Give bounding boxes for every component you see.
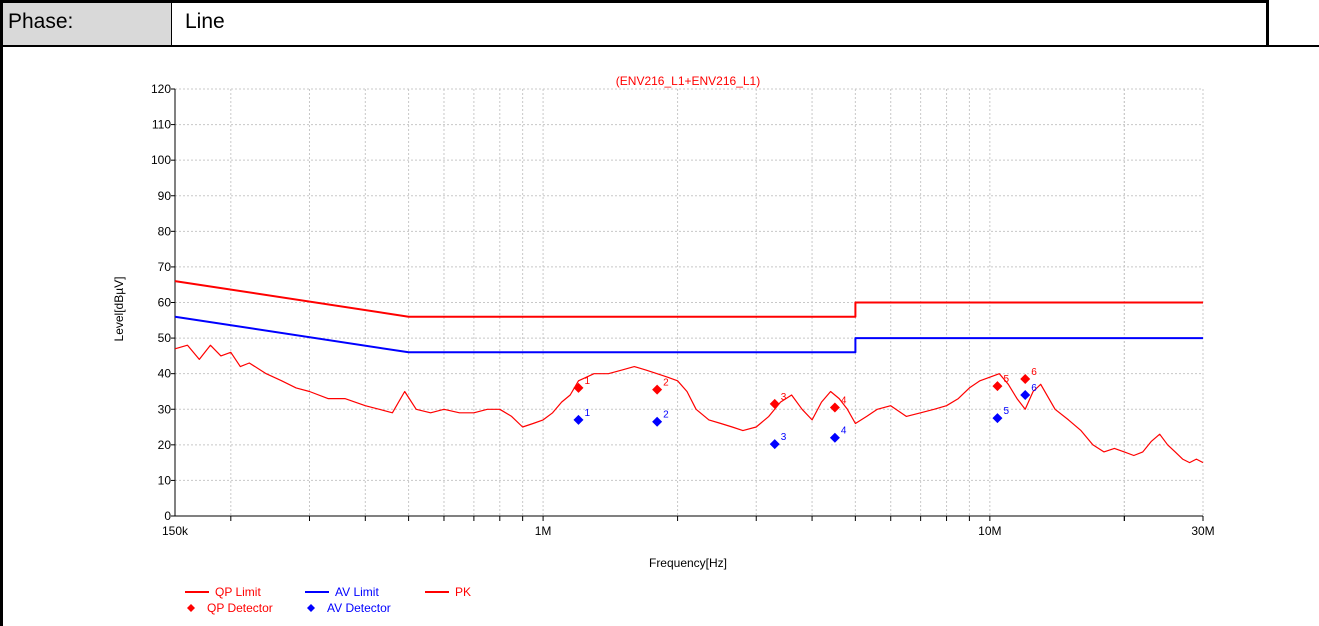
av-detector-label: 3 — [781, 432, 787, 443]
legend-label-av-detector: AV Detector — [327, 601, 391, 615]
emission-chart: 0 10 20 30 40 50 60 70 80 90 100 110 120 150k 1M 10M 30M… — [112, 74, 1215, 615]
phase-label-cell: Phase: — [0, 0, 172, 46]
qp-detector-marker — [1020, 374, 1031, 385]
y-tick-label: 90 — [158, 189, 172, 203]
legend-label-pk: PK — [455, 585, 471, 599]
x-axis-title: Frequency[Hz] — [649, 556, 727, 570]
phase-label: Phase: — [8, 10, 74, 33]
qp-detector-marker — [829, 402, 840, 413]
x-tick-label: 1M — [535, 524, 552, 538]
legend-swatch-qp-detector — [187, 604, 195, 612]
av-detector-label: 4 — [841, 426, 847, 437]
detector-markers: 1 2 3 4 5 6 1 2 3 4 5 6 — [573, 367, 1037, 450]
qp-detector-label: 1 — [584, 376, 590, 387]
qp-detector-label: 3 — [781, 392, 787, 403]
y-axis-title: Level[dBµV] — [112, 277, 126, 342]
table-row-border — [0, 45, 1269, 47]
av-detector-marker — [829, 432, 840, 443]
table-tail-border — [1269, 45, 1319, 47]
y-tick-label: 50 — [158, 331, 172, 345]
table-left-border — [0, 0, 3, 626]
chart-title: (ENV216_L1+ENV216_L1) — [616, 74, 760, 88]
qp-detector-marker — [573, 382, 584, 393]
legend-swatch-av-detector — [307, 604, 315, 612]
av-detector-label: 1 — [584, 408, 590, 419]
y-tick-label: 100 — [151, 153, 171, 167]
qp-limit-line — [174, 280, 1203, 318]
qp-detector-marker — [769, 398, 780, 409]
y-tick-label: 110 — [152, 118, 171, 132]
legend: QP Limit AV Limit PK QP Detector AV Detector — [185, 585, 471, 615]
y-tick-label: 70 — [158, 260, 172, 274]
qp-detector-marker — [652, 384, 663, 395]
qp-detector-label: 6 — [1031, 367, 1037, 378]
av-detector-label: 6 — [1031, 383, 1037, 394]
y-tick-label: 30 — [158, 402, 172, 416]
y-tick-label: 60 — [158, 296, 172, 310]
av-detector-marker — [652, 416, 663, 427]
x-tick-label: 150k — [162, 524, 189, 538]
table-top-border — [0, 0, 1269, 3]
av-detector-label: 2 — [663, 410, 669, 421]
series-layer — [174, 280, 1204, 464]
av-limit-line — [174, 315, 1203, 354]
legend-label-qp-limit: QP Limit — [215, 585, 261, 599]
legend-label-qp-detector: QP Detector — [207, 601, 273, 615]
header-row: Phase: Line — [0, 0, 1319, 46]
y-tick-label: 80 — [158, 224, 172, 238]
y-tick-label: 40 — [158, 367, 172, 381]
x-tick-label: 30M — [1191, 524, 1214, 538]
av-detector-marker — [992, 413, 1003, 424]
y-tick-label: 10 — [158, 473, 172, 487]
y-tick-label: 120 — [151, 82, 171, 96]
qp-detector-marker — [992, 381, 1003, 392]
axes: 0 10 20 30 40 50 60 70 80 90 100 110 120 150k 1M 10M 30M — [151, 82, 1215, 538]
table-right-border — [1266, 0, 1269, 47]
phase-value: Line — [185, 10, 225, 33]
av-detector-marker — [769, 439, 780, 450]
legend-label-av-limit: AV Limit — [335, 585, 379, 599]
qp-detector-label: 5 — [1003, 374, 1009, 385]
av-detector-marker — [1020, 390, 1031, 401]
pk-line — [174, 344, 1204, 464]
x-tick-label: 10M — [978, 524, 1001, 538]
y-tick-label: 20 — [158, 438, 172, 452]
av-detector-label: 5 — [1003, 406, 1009, 417]
av-detector-marker — [573, 414, 584, 425]
y-tick-label: 0 — [164, 509, 171, 523]
qp-detector-label: 2 — [663, 378, 669, 389]
qp-detector-label: 4 — [841, 395, 847, 406]
